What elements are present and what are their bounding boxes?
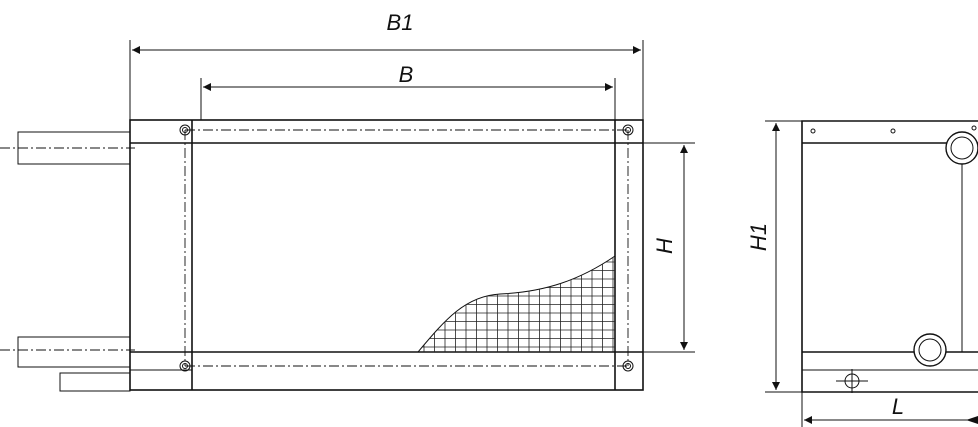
coil-hatch [417,255,616,353]
dimension-h: H [615,142,695,353]
label-l: L [892,394,904,419]
pipe-stubs [17,131,131,392]
dimension-h1: H1 [746,120,802,393]
label-h: H [652,238,677,254]
side-holes [810,125,977,134]
side-pipes [913,131,978,367]
center-lines [0,129,629,367]
corner-bolts [179,124,634,372]
side-housing [801,120,978,393]
dimension-b: B [200,62,616,120]
front-view: B1 B H [0,10,695,392]
label-b: B [399,62,414,87]
housing-outline [129,119,644,391]
dimension-b1: B1 [129,10,644,120]
side-crosshair [836,369,868,393]
side-view: H1 L [746,120,978,427]
label-b1: B1 [387,10,414,35]
label-h1: H1 [746,223,771,251]
dimension-l: L [801,392,978,427]
